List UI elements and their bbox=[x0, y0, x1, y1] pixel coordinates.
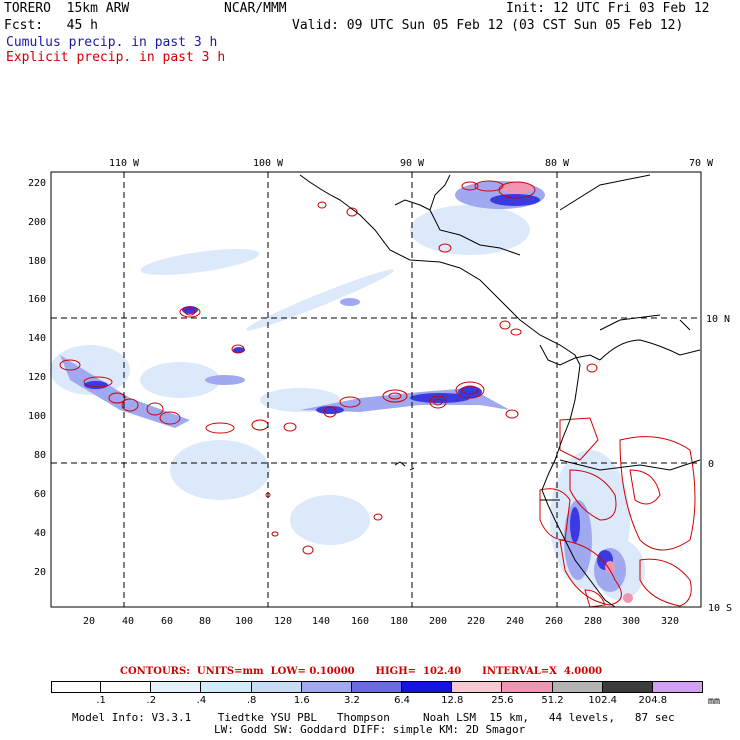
x-tick-label: 60 bbox=[161, 616, 173, 627]
lon-label-70w: 70 W bbox=[689, 158, 714, 169]
legend-unit: mm bbox=[708, 696, 721, 707]
x-tick-label: 280 bbox=[584, 616, 602, 627]
lat-label-0: 0 bbox=[708, 459, 714, 470]
lon-label-110w: 110 W bbox=[109, 158, 140, 169]
legend-label: 3.2 bbox=[343, 695, 360, 706]
x-tick-label: 160 bbox=[351, 616, 369, 627]
y-tick-label: 100 bbox=[28, 411, 46, 422]
x-tick-label: 220 bbox=[467, 616, 485, 627]
legend-label: .2 bbox=[146, 695, 157, 706]
lon-label-100w: 100 W bbox=[253, 158, 284, 169]
y-tick-label: 160 bbox=[28, 294, 46, 305]
init-time: Init: 12 UTC Fri 03 Feb 12 bbox=[506, 1, 710, 16]
y-tick-label: 80 bbox=[34, 450, 46, 461]
legend-label: 51.2 bbox=[541, 695, 564, 706]
coastlines bbox=[299, 174, 701, 608]
legend-swatch bbox=[301, 681, 352, 693]
graticule bbox=[51, 172, 701, 607]
x-tick-label: 140 bbox=[312, 616, 330, 627]
lon-label-80w: 80 W bbox=[545, 158, 570, 169]
legend-label: .8 bbox=[246, 695, 257, 706]
map-frame bbox=[50, 171, 702, 608]
legend-swatch bbox=[251, 681, 302, 693]
x-tick-label: 240 bbox=[506, 616, 524, 627]
legend-label: 12.8 bbox=[441, 695, 464, 706]
legend-swatch bbox=[351, 681, 403, 693]
x-tick-label: 40 bbox=[122, 616, 134, 627]
y-tick-label: 120 bbox=[28, 372, 46, 383]
y-tick-label: 40 bbox=[34, 528, 46, 539]
x-tick-label: 20 bbox=[83, 616, 95, 627]
legend-swatch bbox=[101, 681, 152, 693]
x-tick-label: 260 bbox=[545, 616, 563, 627]
y-tick-label: 180 bbox=[28, 256, 46, 267]
forecast-hour: Fcst: 45 h bbox=[4, 18, 98, 33]
legend-label: 204.8 bbox=[638, 695, 668, 706]
valid-time: Valid: 09 UTC Sun 05 Feb 12 (03 CST Sun … bbox=[292, 18, 684, 33]
cumulus-precip-areas bbox=[50, 181, 645, 603]
x-tick-label: 180 bbox=[390, 616, 408, 627]
y-tick-label: 60 bbox=[34, 489, 46, 500]
cumulus-precip-label: Cumulus precip. in past 3 h bbox=[6, 35, 218, 50]
x-tick-label: 320 bbox=[661, 616, 679, 627]
model-info: Model Info: V3.3.1 Tiedtke YSU PBL Thomp… bbox=[72, 711, 675, 724]
legend-swatch bbox=[602, 681, 653, 693]
legend-label: 6.4 bbox=[394, 695, 411, 706]
org-label: NCAR/MMM bbox=[224, 1, 287, 16]
lat-label-10s: 10 S bbox=[708, 603, 732, 614]
legend-label: .4 bbox=[196, 695, 207, 706]
legend-swatch bbox=[502, 681, 553, 693]
legend-swatch bbox=[452, 681, 503, 693]
legend-label: 1.6 bbox=[293, 695, 310, 706]
y-tick-label: 140 bbox=[28, 333, 46, 344]
legend-swatch bbox=[652, 681, 704, 693]
y-tick-label: 20 bbox=[34, 567, 46, 578]
legend-label: 25.6 bbox=[491, 695, 514, 706]
x-tick-label: 80 bbox=[199, 616, 211, 627]
y-tick-label: 220 bbox=[28, 178, 46, 189]
legend-label: 102.4 bbox=[588, 695, 618, 706]
model-physics: LW: Godd SW: Goddard DIFF: simple KM: 2D… bbox=[214, 723, 526, 736]
lat-label-10n: 10 N bbox=[706, 314, 730, 325]
legend-swatch bbox=[201, 681, 252, 693]
x-tick-label: 100 bbox=[235, 616, 253, 627]
explicit-precip-contours bbox=[59, 180, 696, 608]
legend-swatch bbox=[552, 681, 603, 693]
legend-swatch bbox=[402, 681, 453, 693]
contours-info: CONTOURS: UNITS=mm LOW= 0.10000 HIGH= 10… bbox=[120, 666, 603, 677]
y-axis-ticks: 220 200 180 160 140 120 100 80 60 40 20 bbox=[28, 178, 46, 578]
x-axis-ticks: 20 40 60 80 100 120 140 160 180 200 220 … bbox=[83, 616, 679, 627]
legend-swatch bbox=[151, 681, 202, 693]
y-tick-label: 200 bbox=[28, 217, 46, 228]
model-title: TORERO 15km ARW bbox=[4, 1, 130, 16]
color-legend bbox=[51, 681, 704, 693]
legend-swatch bbox=[51, 681, 102, 693]
lon-label-90w: 90 W bbox=[400, 158, 425, 169]
legend-label: .1 bbox=[96, 695, 106, 706]
x-tick-label: 300 bbox=[622, 616, 640, 627]
x-tick-label: 200 bbox=[429, 616, 447, 627]
explicit-precip-label: Explicit precip. in past 3 h bbox=[6, 50, 226, 65]
x-tick-label: 120 bbox=[274, 616, 292, 627]
